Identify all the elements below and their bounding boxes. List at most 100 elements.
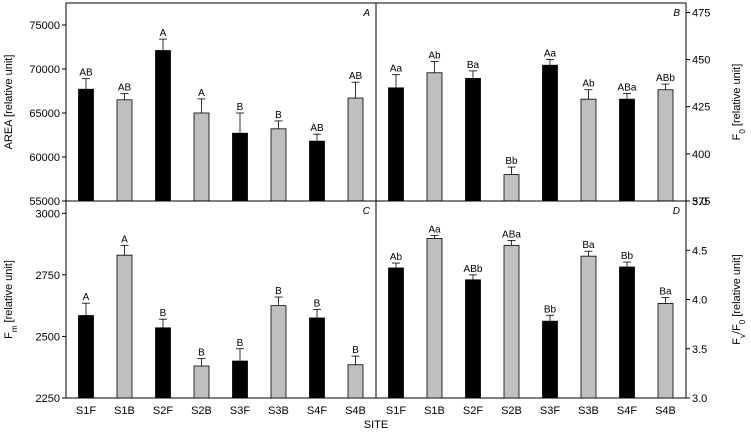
- panel-c-xtick-s2f: S2F: [153, 405, 173, 417]
- panel-b-bar-s1f: [388, 87, 404, 202]
- panel-d-sig-s4b: Ba: [659, 287, 672, 298]
- panel-a-bar-s4f: [309, 140, 325, 202]
- panel-b-ytick-label: 450: [692, 55, 710, 67]
- ylabel-part: [relative unit]: [3, 260, 15, 325]
- panel-b-sig-s1b: Ab: [428, 50, 441, 61]
- panel-d-ytick-label: 3.0: [692, 393, 707, 405]
- panel-b-bar-s4f: [619, 98, 635, 202]
- panel-b-ytick-label: 425: [692, 102, 710, 114]
- panel-c-sig-s2b: B: [198, 348, 205, 359]
- panel-a-bar-s1f: [78, 88, 94, 202]
- panel-d-sig-s3b: Ba: [582, 240, 595, 251]
- panel-c-bar-s3b: [270, 305, 287, 399]
- panel-b-bar-s4b: [657, 89, 674, 202]
- panel-a-sig-s2b: A: [198, 88, 205, 99]
- panel-c-xtick-s3b: S3B: [268, 405, 289, 417]
- panel-a-bar-s3b: [270, 128, 287, 202]
- ylabel-part: 0: [738, 129, 747, 134]
- panel-c-sig-s2f: B: [160, 308, 167, 319]
- panel-a-ytick-label: 55000: [29, 196, 60, 208]
- panel-d-bar-s4b: [657, 303, 674, 399]
- panel-d-sig-s3f: Bb: [544, 304, 557, 315]
- panel-d-sig-s2f: ABb: [464, 264, 483, 275]
- panel-d-ytick-label: 3.5: [692, 344, 707, 356]
- panel-a-ytick-label: 70000: [29, 64, 60, 76]
- panel-a-bar-s4b: [347, 97, 364, 202]
- ylabel-part: [relative unit]: [731, 64, 743, 129]
- panel-b-bar-s2b: [503, 174, 520, 202]
- panel-d-xtick-s3b: S3B: [578, 405, 599, 417]
- ylabel-part: m: [10, 325, 19, 332]
- chart-panels: A 55000 60000 65000 70000 75000 AREA [relative…: [3, 2, 747, 417]
- panel-c-bar-s1b: [116, 254, 133, 399]
- panel-a-bar-s1b: [116, 99, 133, 202]
- panel-b-sig-s3b: Ab: [582, 79, 595, 90]
- ylabel-part: [relative unit]: [731, 254, 743, 319]
- panel-a-bar-s2f: [155, 50, 171, 202]
- panel-d-xtick-s1f: S1F: [386, 405, 406, 417]
- panel-a-ytick-label: 75000: [29, 20, 60, 32]
- panel-c-sig-s1b: A: [121, 234, 128, 245]
- panel-d-xtick-s1b: S1B: [424, 405, 445, 417]
- panel-a-sig-s2f: A: [160, 28, 167, 39]
- panel-a-ytick-label: 60000: [29, 152, 60, 164]
- panel-a-sig-s1f: AB: [79, 68, 93, 79]
- panel-c-sig-s4f: B: [314, 298, 321, 309]
- panel-d-letter: D: [673, 206, 680, 217]
- panel-c-bar-s2b: [193, 365, 210, 399]
- panel-c-ylabel: Fm [relative unit]: [3, 260, 19, 339]
- panel-c-sig-s3b: B: [275, 286, 282, 297]
- panel-c-frame: [65, 200, 377, 399]
- panel-d-bar-s2f: [465, 279, 481, 399]
- panel-a-bar-s3f: [232, 132, 248, 202]
- panel-d-xtick-s3f: S3F: [540, 405, 560, 417]
- panel-c: C 2250 2500 2750 3000 Fm [relative unit] A S1F A…: [3, 200, 377, 417]
- panel-d-xtick-s2b: S2B: [501, 405, 522, 417]
- panel-c-xtick-s4f: S4F: [307, 405, 327, 417]
- panel-a-ylabel: AREA [relative unit]: [3, 55, 15, 150]
- panel-c-bar-s3f: [232, 360, 248, 399]
- panel-d-sig-s4f: Bb: [621, 251, 634, 262]
- panel-b-sig-s2f: Ba: [467, 60, 480, 71]
- panel-b-frame: [375, 2, 687, 202]
- panel-c-bar-s4b: [347, 364, 364, 399]
- ylabel-part: F: [731, 338, 743, 345]
- panel-c-xtick-s3f: S3F: [230, 405, 250, 417]
- panel-b-sig-s4b: ABb: [656, 73, 675, 84]
- panel-c-bar-s2f: [155, 327, 171, 399]
- panel-a-letter: A: [362, 8, 370, 19]
- panel-d-ylabel: Fv/F0 [relative unit]: [731, 254, 747, 344]
- panel-b-bar-s3f: [542, 64, 558, 202]
- panel-b-ylabel: F0 [relative unit]: [731, 64, 747, 141]
- panel-c-sig-s1f: A: [83, 292, 90, 303]
- panel-d-xtick-s4b: S4B: [655, 405, 676, 417]
- panel-d-xtick-s4f: S4F: [617, 405, 637, 417]
- panel-b-letter: B: [673, 8, 680, 19]
- panel-a-sig-s1b: AB: [118, 83, 132, 94]
- panel-b-ytick-label: 475: [692, 7, 710, 19]
- x-axis-label: SITE: [364, 419, 388, 431]
- panel-b-sig-s4f: ABa: [618, 83, 637, 94]
- panel-c-ytick-label: 2750: [36, 270, 60, 282]
- panel-d-ytick-label: 4.0: [692, 295, 707, 307]
- panel-b-bar-s3b: [580, 98, 597, 202]
- panel-c-sig-s3f: B: [237, 338, 244, 349]
- ylabel-part: 0: [738, 319, 747, 324]
- panel-c-ytick-label: 2500: [36, 331, 60, 343]
- panel-a-ytick-label: 65000: [29, 108, 60, 120]
- panel-b-ytick-label: 375: [692, 196, 710, 208]
- panel-a-sig-s3b: B: [275, 110, 282, 121]
- panel-a-sig-s4f: AB: [310, 123, 324, 134]
- panel-a-sig-s3f: B: [237, 102, 244, 113]
- panel-d-sig-s2b: ABa: [502, 229, 521, 240]
- panel-d-ytick-label: 5.0: [692, 196, 707, 208]
- panel-d-frame: [375, 200, 687, 399]
- panel-d-sig-s1b: Aa: [428, 224, 441, 235]
- panel-b-bar-s1b: [426, 72, 443, 202]
- panel-b-bar-s2f: [465, 78, 481, 202]
- ylabel-part: v: [738, 334, 747, 338]
- panel-b: B 375 400 425 450 475 F0 [relative unit] Aa Ab Ba…: [375, 2, 747, 208]
- panel-c-xtick-s1f: S1F: [76, 405, 96, 417]
- panel-d-bar-s1b: [426, 238, 443, 399]
